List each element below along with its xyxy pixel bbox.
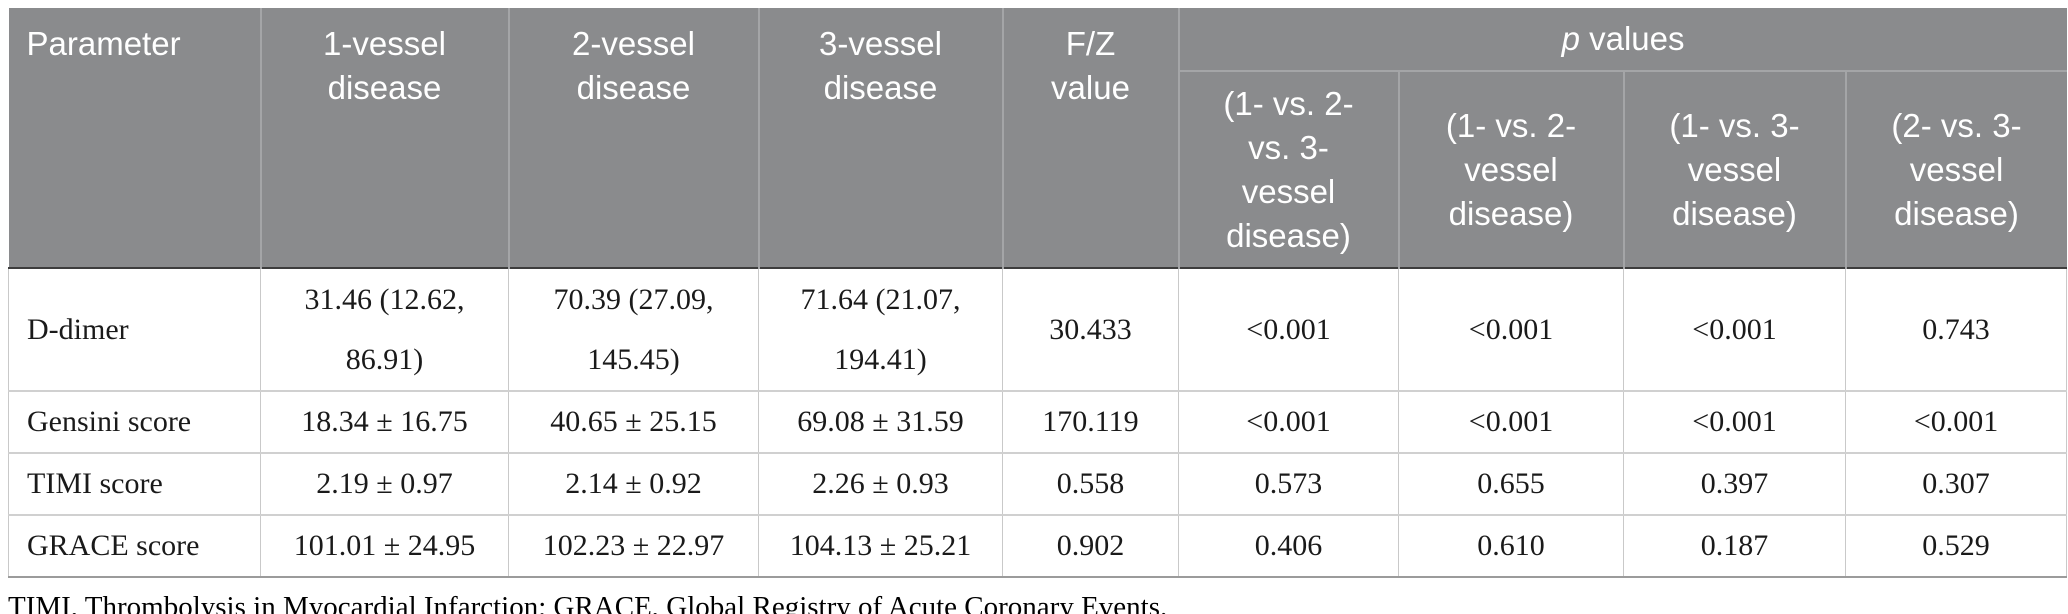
value-cell: 101.01 ± 24.95	[260, 514, 509, 578]
footnote: TIMI, Thrombolysis in Myocardial Infarct…	[8, 591, 1168, 614]
fz-value-cell: 0.558	[1002, 452, 1179, 515]
table-row-timi-score: TIMI score 2.19 ± 0.97 2.14 ± 0.92 2.26 …	[8, 452, 2068, 515]
p-value-cell: <0.001	[1178, 390, 1399, 453]
parameter-cell: D-dimer	[8, 267, 261, 391]
col-header-2-vessel-disease: 2-vessel disease	[507, 8, 759, 268]
table-body: D-dimer 31.46 (12.62, 86.91) 70.39 (27.0…	[8, 267, 2068, 578]
p-value-cell: 0.187	[1623, 514, 1846, 578]
table-header: Parameter 1-vessel disease 2-vessel dise…	[8, 8, 2067, 268]
value-cell: 40.65 ± 25.15	[508, 390, 759, 453]
col-header-3-vessel-disease: 3-vessel disease	[757, 8, 1003, 268]
value-cell: 2.14 ± 0.92	[508, 452, 759, 515]
fz-value-cell: 0.902	[1002, 514, 1179, 578]
p-value-cell: 0.573	[1178, 452, 1399, 515]
value-cell: 104.13 ± 25.21	[758, 514, 1003, 578]
p-sub-header-1v2v3: (1- vs. 2- vs. 3-vessel disease)	[1177, 70, 1399, 268]
p-value-cell: 0.529	[1844, 514, 2068, 578]
p-value-cell: 0.406	[1178, 514, 1399, 578]
p-value-cell: <0.001	[1398, 390, 1624, 453]
table-row-d-dimer: D-dimer 31.46 (12.62, 86.91) 70.39 (27.0…	[8, 267, 2068, 391]
p-value-cell: <0.001	[1623, 390, 1846, 453]
p-value-cell: 0.307	[1844, 452, 2068, 515]
col-header-1-vessel-disease: 1-vessel disease	[259, 8, 509, 268]
p-value-cell: 0.610	[1398, 514, 1624, 578]
p-value-cell: <0.001	[1844, 390, 2068, 453]
value-cell: 69.08 ± 31.59	[758, 390, 1003, 453]
header-row-sub: (1- vs. 2- vs. 3-vessel disease) (1- vs.…	[9, 70, 2067, 268]
p-value-cell: 0.743	[1844, 267, 2068, 391]
header-row-main: Parameter 1-vessel disease 2-vessel dise…	[8, 8, 2067, 268]
col-header-fz-value: F/Z value	[1001, 8, 1179, 268]
value-cell: 71.64 (21.07, 194.41)	[758, 267, 1003, 391]
p-value-cell: 0.397	[1623, 452, 1846, 515]
fz-value-cell: 30.433	[1002, 267, 1179, 391]
p-value-cell: <0.001	[1178, 267, 1399, 391]
p-sub-header-1v2: (1- vs. 2-vessel disease)	[1397, 70, 1624, 268]
value-cell: 31.46 (12.62, 86.91)	[260, 267, 509, 391]
p-sub-header-2v3: (2- vs. 3-vessel disease)	[1844, 70, 2067, 268]
p-value-cell: <0.001	[1398, 267, 1624, 391]
p-values-label-rest: values	[1579, 20, 1685, 57]
fz-value-cell: 170.119	[1002, 390, 1179, 453]
col-header-parameter: Parameter	[8, 8, 261, 268]
p-values-label-italic-p: p	[1561, 20, 1580, 57]
parameter-cell: TIMI score	[8, 452, 261, 515]
value-cell: 2.26 ± 0.93	[758, 452, 1003, 515]
parameter-cell: Gensini score	[8, 390, 261, 453]
value-cell: 18.34 ± 16.75	[260, 390, 509, 453]
value-cell: 70.39 (27.09, 145.45)	[508, 267, 759, 391]
table-row-gensini-score: Gensini score 18.34 ± 16.75 40.65 ± 25.1…	[8, 390, 2068, 453]
parameter-cell: GRACE score	[8, 514, 261, 578]
p-value-cell: <0.001	[1623, 267, 1846, 391]
p-sub-header-1v3: (1- vs. 3-vessel disease)	[1622, 70, 1846, 268]
value-cell: 102.23 ± 22.97	[508, 514, 759, 578]
value-cell: 2.19 ± 0.97	[260, 452, 509, 515]
results-table: Parameter 1-vessel disease 2-vessel dise…	[8, 8, 2068, 578]
table-row-grace-score: GRACE score 101.01 ± 24.95 102.23 ± 22.9…	[8, 514, 2068, 578]
p-value-cell: 0.655	[1398, 452, 1624, 515]
p-values-group-header: p values	[1177, 8, 2067, 71]
